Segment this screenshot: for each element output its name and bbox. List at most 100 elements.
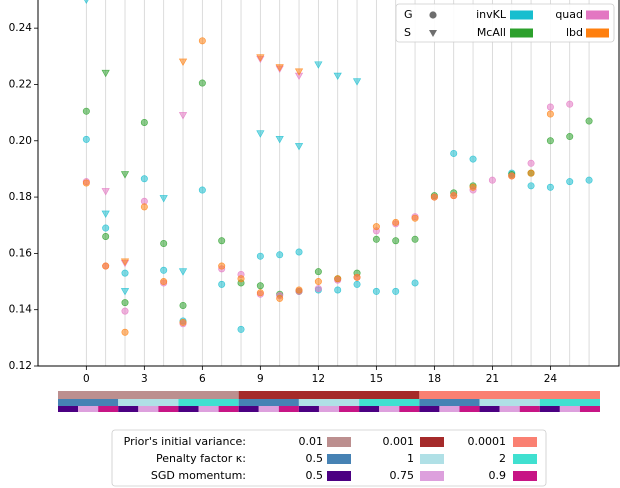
config-bar-segment <box>399 406 420 412</box>
config-legend-swatch <box>513 471 537 481</box>
config-legend-row-label: Prior's initial variance: <box>124 435 246 448</box>
point-McAll-S <box>120 171 130 179</box>
point-lbd-G <box>102 262 110 270</box>
config-bar-segment <box>58 391 239 399</box>
point-invKL-G <box>160 266 168 274</box>
point-invKL-G <box>372 287 380 295</box>
point-lbd-G <box>353 273 361 281</box>
point-quad-G <box>488 176 496 184</box>
point-lbd-G <box>334 275 342 283</box>
point-McAll-G <box>102 232 110 240</box>
legend-method-label: lbd <box>566 26 583 39</box>
point-lbd-G <box>372 223 380 231</box>
point-invKL-G <box>198 186 206 194</box>
config-bar-segment <box>158 406 179 412</box>
config-legend-value: 0.5 <box>306 469 324 482</box>
x-tick-label: 15 <box>370 373 383 385</box>
config-legend-value: 0.5 <box>306 452 324 465</box>
point-invKL-G <box>102 224 110 232</box>
config-legend-value: 0.75 <box>390 469 415 482</box>
config-legend-row-label: SGD momentum: <box>151 469 246 482</box>
legend-method-swatch <box>510 10 533 20</box>
point-quad-S <box>101 188 110 196</box>
config-legend-value: 2 <box>499 452 506 465</box>
config-bar-segment <box>419 391 600 399</box>
point-McAll-G <box>566 133 574 141</box>
point-lbd-S <box>178 58 188 66</box>
legend-method-swatch <box>586 10 609 20</box>
config-bar-segment <box>58 406 79 412</box>
point-lbd-G <box>256 289 264 297</box>
config-legend-swatch <box>420 454 444 464</box>
legend-method-swatch <box>586 28 609 38</box>
y-tick-label: 0.12 <box>9 360 32 372</box>
point-McAll-G <box>314 268 322 276</box>
config-legend: Prior's initial variance: 0.01 0.001 0.0001… <box>111 429 547 487</box>
point-McAll-G <box>585 117 593 125</box>
plot-frame <box>37 0 620 367</box>
point-McAll-S <box>101 69 110 78</box>
point-lbd-G <box>392 218 400 226</box>
config-bar-segment <box>479 399 540 406</box>
point-invKL-G <box>295 248 303 256</box>
config-bar-segment <box>579 406 600 412</box>
point-quad-G <box>566 100 574 108</box>
config-bar-segment <box>379 406 400 412</box>
point-invKL-S <box>101 210 110 218</box>
point-lbd-G <box>295 286 303 294</box>
point-invKL-S <box>333 72 342 81</box>
config-legend-swatch <box>327 471 351 481</box>
point-quad-S <box>178 112 188 120</box>
config-bar-segment <box>439 406 460 412</box>
point-lbd-G <box>314 278 322 286</box>
point-invKL-G <box>140 175 148 183</box>
point-lbd-S <box>275 64 284 72</box>
config-bar-segment <box>419 406 440 412</box>
config-bars <box>58 391 600 412</box>
point-invKL-S <box>275 136 284 144</box>
point-lbd-G <box>160 278 168 286</box>
point-McAll-G <box>392 237 400 245</box>
point-invKL-G <box>334 286 342 294</box>
point-invKL-G <box>121 269 129 277</box>
point-lbd-G <box>179 318 187 326</box>
x-tick-label: 3 <box>141 373 148 385</box>
config-bar-segment <box>198 406 219 412</box>
point-McAll-G <box>179 301 187 309</box>
point-invKL-G <box>82 135 90 143</box>
point-lbd-G <box>276 294 284 302</box>
point-lbd-S <box>120 258 130 266</box>
x-tick-label: 0 <box>83 373 90 385</box>
config-bar-segment <box>178 406 199 412</box>
legend-box <box>395 3 615 43</box>
config-legend-value: 0.0001 <box>468 435 507 448</box>
point-lbd-S <box>256 54 265 62</box>
config-bar-segment <box>238 399 299 406</box>
point-invKL-S <box>120 288 130 296</box>
point-invKL-S <box>294 143 304 151</box>
point-lbd-G <box>237 275 245 283</box>
config-bar-segment <box>459 406 480 412</box>
point-lbd-G <box>121 328 129 336</box>
config-legend-swatch <box>420 437 444 447</box>
x-tick-label: 24 <box>544 373 558 385</box>
point-lbd-G <box>218 262 226 270</box>
config-bar-segment <box>359 406 380 412</box>
axes: 0 3 6 9 12 15 18 21 24 0.12 0.14 0.16 0.18 0.20 0.22 0.… <box>9 22 558 385</box>
point-lbd-G <box>411 214 419 222</box>
point-invKL-S <box>256 130 265 138</box>
config-bar-segment <box>539 399 600 406</box>
x-tick-label: 21 <box>486 373 499 385</box>
point-invKL-G <box>237 325 245 333</box>
point-McAll-G <box>372 235 380 243</box>
point-invKL-G <box>527 182 535 190</box>
x-tick-label: 18 <box>428 373 441 385</box>
point-invKL-S <box>352 78 362 86</box>
point-invKL-S <box>159 195 168 203</box>
point-invKL-S <box>314 61 323 69</box>
config-bar-segment <box>258 406 279 412</box>
config-legend-swatch <box>513 437 537 447</box>
config-legend-swatch <box>513 454 537 464</box>
point-McAll-G <box>198 79 206 87</box>
